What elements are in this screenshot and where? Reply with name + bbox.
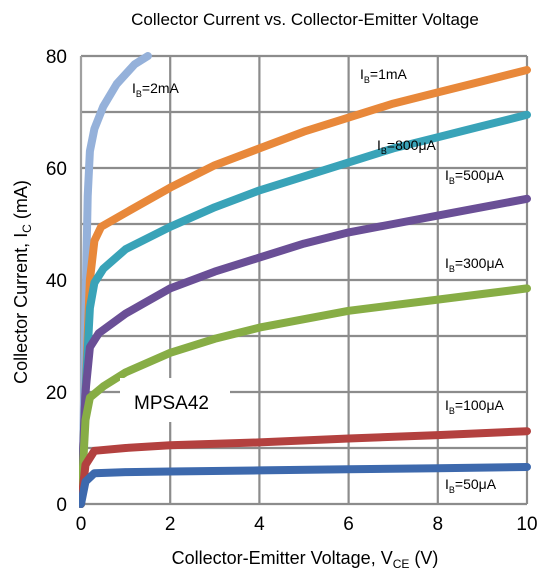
x-tick-label: 8 [433,514,444,535]
series-line [79,66,531,508]
y-tick-label: 0 [56,495,67,516]
series-label: IB=100μA [445,397,505,416]
y-tick-label: 80 [46,47,67,68]
series-line [79,194,531,508]
series-label: IB=500μA [445,167,505,186]
series-labels: IB=2mA IB=1mA IB=800μA IB=500μA IB=300μA IB=1… [132,66,505,495]
x-axis-label: Collector-Emitter Voltage, VCE (V) [172,548,439,571]
x-tick-label: 6 [343,514,354,535]
y-tick-label: 60 [46,159,67,180]
series-label: IB=800μA [377,137,437,156]
x-tick-labels: 0 2 4 6 8 10 [76,514,538,535]
series-label: IB=2mA [132,80,180,99]
grid [79,54,529,506]
annotation-label: MPSA42 [134,393,209,414]
x-tick-label: 0 [76,514,87,535]
x-tick-label: 2 [165,514,176,535]
series-line [79,463,531,508]
y-tick-labels: 0 20 40 60 80 [46,47,67,516]
series-label: IB=1mA [360,66,408,85]
axis-labels: Collector-Emitter Voltage, VCE (V) Collec… [11,180,438,571]
series-line [79,427,531,508]
y-tick-label: 20 [46,383,67,404]
series-line [79,110,531,508]
series-lines [79,52,531,508]
y-axis-label: Collector Current, IC (mA) [11,180,34,384]
series-line [79,284,531,508]
chart-title: Collector Current vs. Collector-Emitter … [131,10,479,29]
x-tick-label: 10 [516,514,537,535]
series-label: IB=50μA [445,476,497,495]
annotation-group: MPSA42 [120,378,230,422]
x-tick-label: 4 [254,514,265,535]
annotation-box [120,378,230,422]
y-tick-label: 40 [46,271,67,292]
series-label: IB=300μA [445,255,505,274]
